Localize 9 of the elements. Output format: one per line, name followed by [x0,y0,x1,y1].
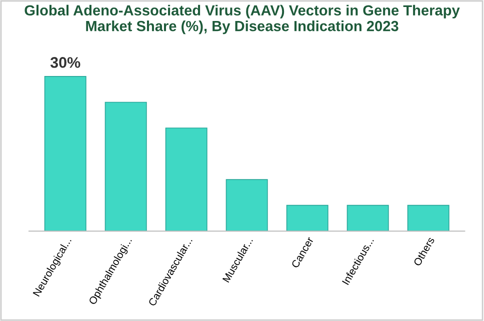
bar [286,204,328,232]
bar [226,179,268,232]
bar [165,128,208,232]
bar [44,76,86,232]
data-label: 30% [50,57,80,68]
bar [346,204,389,232]
bar [407,204,450,232]
bar [104,102,147,232]
chart-title: Global Adeno-Associated Virus (AAV) Vectors in Gene Therapy Market Share (%), By Disease Indication 2023 [24,4,460,34]
